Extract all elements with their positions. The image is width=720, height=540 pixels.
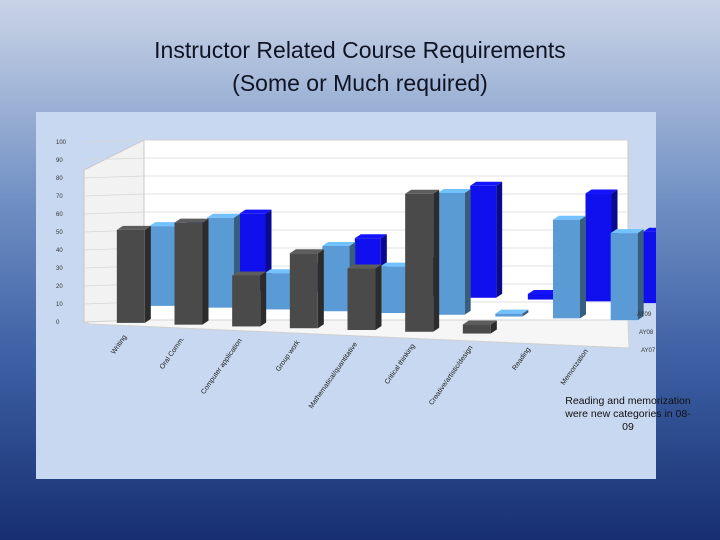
bar-ay08-side [580, 215, 586, 319]
bar-ay08 [264, 273, 292, 310]
gridline-side [83, 175, 145, 179]
bar-ay08-top [553, 215, 586, 220]
bar-ay08-side [464, 188, 471, 315]
title-line-1: Instructor Related Course Requirements [154, 37, 566, 63]
x-category-label: Group work [275, 339, 302, 373]
bar-ay08-top [207, 213, 240, 218]
bar-ay09 [643, 231, 656, 304]
bar-ay09 [585, 193, 612, 302]
x-category-label: Computer application [200, 337, 244, 395]
x-category-label: Creative/artistic/design [428, 345, 474, 407]
y-tick-label: 40 [56, 248, 63, 254]
bar-ay07 [174, 222, 203, 325]
y-tick-label: 90 [56, 158, 63, 164]
x-category-label: Memorization [560, 348, 590, 387]
x-category-label: Mathematical/quantitative [308, 341, 359, 410]
bar-ay07-top [116, 225, 151, 230]
bar-ay07-top [462, 320, 497, 325]
series-label: AY08 [639, 330, 654, 336]
bar-ay07 [116, 229, 145, 323]
bar-ay09 [527, 293, 554, 300]
gridline-side [83, 139, 145, 143]
chart-panel: 0 10 20 30 40 50 60 70 80 90 100 Writing Oral Comm. C… [36, 112, 656, 479]
bar-ay07 [462, 324, 491, 334]
bar-ay08 [553, 219, 580, 319]
bar-ay07-top [289, 249, 324, 254]
gridline-side [83, 193, 145, 197]
gridline-side [83, 211, 145, 215]
bar-ay08-side [522, 309, 529, 317]
y-tick-label: 20 [56, 284, 63, 290]
bar-chart-3d: 0 10 20 30 40 50 60 70 80 90 100 Writing Oral Comm. C… [56, 139, 656, 410]
y-tick-label: 70 [56, 194, 63, 200]
bar-ay07-side [202, 218, 209, 325]
bar-ay08-top [149, 222, 183, 227]
bar-ay07-side [433, 189, 440, 332]
y-tick-label: 80 [56, 176, 63, 182]
bar-ay07-top [405, 189, 440, 194]
bar-ay08-top [322, 241, 356, 246]
bar-ay07-side [260, 271, 267, 327]
bar-ay09-side [496, 181, 503, 298]
bar-ay07-top [347, 264, 382, 269]
bar-ay07-top [232, 271, 267, 276]
bar-ay07-side [375, 264, 382, 330]
bar-ay08-top [437, 188, 471, 193]
bar-ay09-top [470, 181, 503, 186]
series-label: AY07 [641, 348, 656, 354]
bar-ay09-top [354, 234, 387, 239]
bar-ay09-top [239, 209, 272, 214]
slide-title: Instructor Related Course Requirements (… [0, 34, 720, 100]
bar-ay09-top [585, 189, 618, 194]
y-tick-label: 10 [56, 302, 63, 308]
bar-ay09-top [643, 227, 656, 232]
x-category-label: Oral Comm. [159, 336, 186, 371]
y-tick-label: 0 [56, 320, 60, 326]
bar-ay08-top [495, 309, 529, 314]
bar-ay09 [470, 185, 497, 298]
bar-ay08 [322, 245, 350, 312]
x-category-label: Critical thinking [384, 343, 417, 386]
bar-ay08 [610, 233, 638, 321]
gridline-side [83, 157, 145, 161]
bar-ay07-top [174, 218, 209, 223]
bar-ay08-top [610, 229, 644, 234]
bar-ay09-top [527, 289, 560, 294]
bar-ay07-side [317, 249, 324, 329]
bar-ay08-side [637, 229, 644, 321]
chart-note: Reading and memorization were new catego… [565, 395, 691, 433]
title-line-2: (Some or Much required) [232, 70, 488, 96]
bar-ay08 [437, 192, 465, 315]
bar-ay07 [232, 275, 261, 327]
x-category-label: Writing [110, 334, 128, 356]
bar-ay07-side [490, 320, 497, 334]
y-tick-label: 50 [56, 230, 63, 236]
series-label: AY09 [637, 312, 652, 318]
y-tick-label: 60 [56, 212, 63, 218]
y-tick-label: 30 [56, 266, 63, 272]
bar-ay07-side [144, 225, 151, 323]
bar-ay07 [347, 268, 376, 330]
bar-ay08 [149, 226, 177, 306]
bar-ay07 [405, 193, 434, 332]
bar-ay08 [495, 313, 523, 317]
bar-ay08-top [264, 269, 298, 274]
bar-ay08 [380, 266, 407, 313]
bar-ay08-top [380, 262, 413, 267]
y-tick-label: 100 [56, 140, 67, 146]
bar-ay08 [207, 217, 234, 308]
x-category-label: Reading [511, 346, 532, 371]
bar-ay07 [289, 253, 318, 329]
